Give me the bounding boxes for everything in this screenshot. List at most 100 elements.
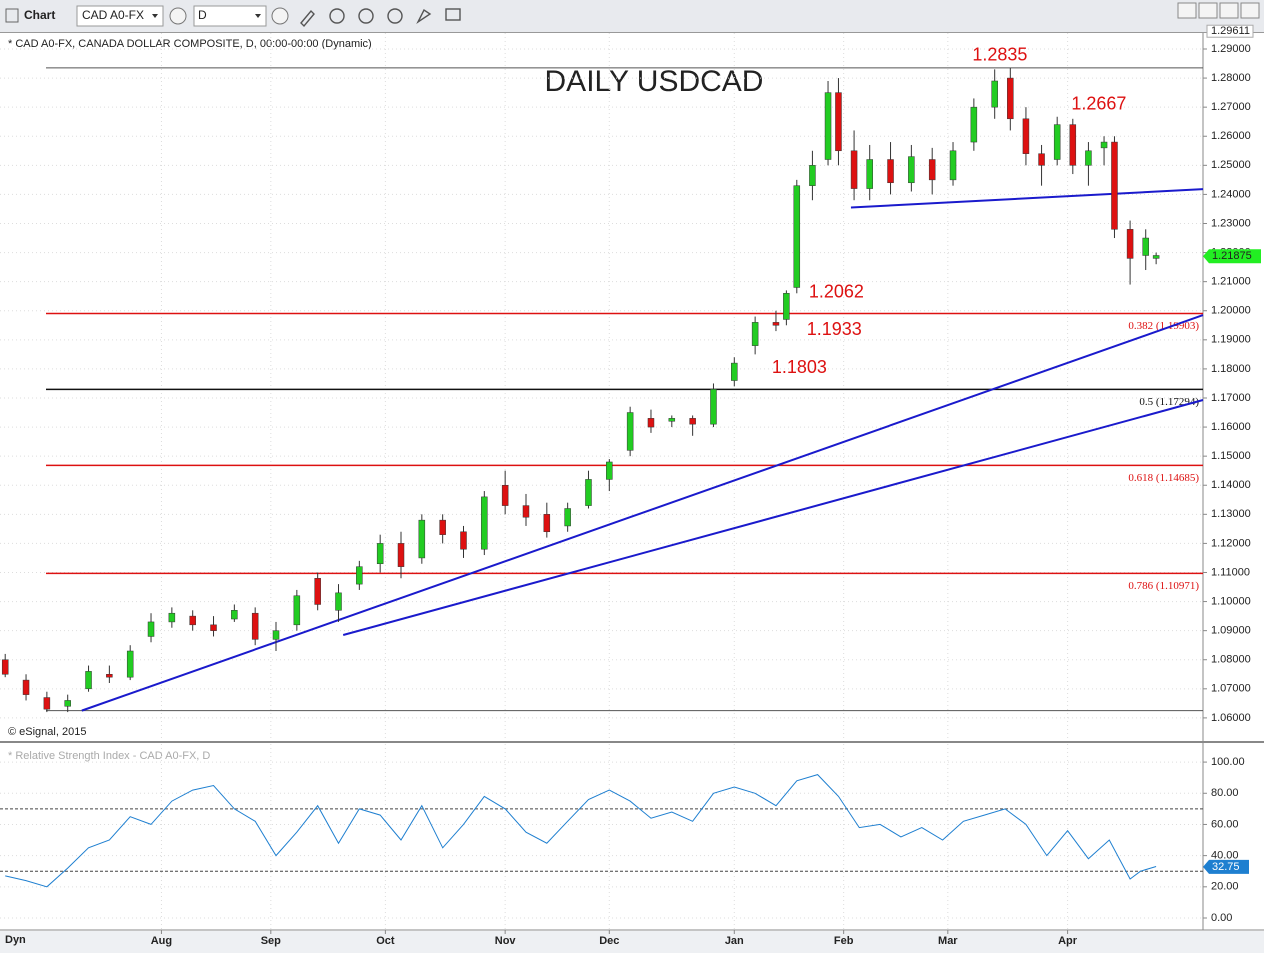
y-tick-label: 1.19000 — [1211, 334, 1251, 346]
candle-body — [272, 630, 280, 640]
note-button[interactable] — [445, 8, 461, 21]
level-label: 0.786 (1.10971) — [1128, 580, 1199, 592]
tool-button[interactable] — [416, 8, 432, 25]
x-tick-label: Sep — [261, 935, 281, 947]
dropdown-arrow[interactable] — [152, 14, 158, 18]
candle-body — [564, 508, 571, 527]
y-tick-label: 1.14000 — [1211, 479, 1251, 491]
interval-box[interactable] — [193, 5, 267, 27]
candle-body — [585, 479, 592, 506]
y-tick-label: 1.26000 — [1211, 130, 1251, 142]
candle-body — [606, 461, 613, 480]
level-label: 0.5 (1.17294) — [1139, 396, 1199, 408]
candle-body — [439, 519, 446, 535]
tool-button[interactable] — [387, 8, 403, 24]
y-tick-label: 1.29000 — [1211, 43, 1251, 55]
candle-body — [626, 412, 634, 451]
settings-button[interactable] — [169, 7, 187, 25]
candle-body — [189, 615, 196, 626]
y-tick-label: 1.27000 — [1211, 101, 1251, 113]
level-label: 0.618 (1.14685) — [1128, 472, 1199, 484]
x-tick-label: Apr — [1058, 935, 1078, 947]
candle-body — [710, 389, 717, 425]
x-tick-label: Dec — [599, 935, 619, 947]
candle-body — [106, 674, 113, 678]
y-tick-label: 1.16000 — [1211, 421, 1251, 433]
candle-body — [1085, 150, 1092, 166]
y-tick-label: 20.00 — [1211, 881, 1239, 893]
candle-body — [1142, 237, 1149, 256]
candle-body — [1126, 229, 1134, 259]
toolbar — [0, 0, 1264, 32]
last-value-marker — [1203, 859, 1249, 874]
candle-body — [231, 610, 238, 620]
x-tick-label: Nov — [495, 935, 517, 947]
y-tick-label: 1.10000 — [1211, 595, 1251, 607]
y-tick-label: 80.00 — [1211, 787, 1239, 799]
x-tick-label: Feb — [834, 935, 854, 947]
chart-subtitle: * CAD A0-FX, CANADA DOLLAR COMPOSITE, D,… — [8, 38, 372, 50]
y-tick-label: 0.00 — [1211, 912, 1232, 924]
symbol[interactable]: CAD A0-FX — [82, 8, 144, 22]
close-button[interactable] — [1240, 2, 1260, 19]
candle-body — [928, 159, 936, 181]
minimize-button[interactable] — [1177, 2, 1197, 19]
y-tick-label: 1.18000 — [1211, 363, 1251, 375]
y-tick-label: 1.15000 — [1211, 450, 1251, 462]
y-tick-label: 1.21000 — [1211, 276, 1251, 288]
price-annotation: 1.1933 — [807, 319, 862, 339]
rsi-line — [5, 774, 1157, 888]
y-tick-label: 1.28000 — [1211, 72, 1251, 84]
y-tick-label: 1.09000 — [1211, 625, 1251, 637]
credit: © eSignal, 2015 — [8, 726, 86, 738]
y-tick-label: 1.23000 — [1211, 217, 1251, 229]
draw-tool[interactable] — [300, 9, 315, 28]
trendline — [81, 314, 1204, 712]
candle-body — [1100, 141, 1108, 149]
candle-body — [1152, 255, 1160, 259]
candle-body — [793, 185, 801, 288]
last-price-label: 1.21875 — [1212, 250, 1252, 262]
separator — [0, 32, 1264, 33]
candle-body — [772, 322, 780, 326]
restore-button[interactable] — [1198, 2, 1218, 19]
trendline — [850, 188, 1204, 209]
candle-body — [1022, 118, 1030, 154]
y-tick-label: 60.00 — [1211, 818, 1239, 830]
play-button[interactable] — [358, 8, 374, 24]
candle-body — [335, 592, 342, 611]
axis-high-label: 1.29611 — [1211, 25, 1250, 37]
level-label: 0.382 (1.19903) — [1128, 320, 1199, 332]
x-tick-label: Aug — [151, 935, 172, 947]
x-tick-label: Oct — [376, 935, 395, 947]
y-tick-label: 1.24000 — [1211, 188, 1251, 200]
candle-body — [809, 165, 816, 186]
candle-body — [147, 621, 155, 637]
price-annotation: 1.2835 — [972, 45, 1027, 65]
candle-body — [1038, 153, 1045, 166]
y-tick-label: 1.12000 — [1211, 537, 1251, 549]
y-tick-label: 100.00 — [1211, 756, 1245, 768]
maximize-button[interactable] — [1219, 2, 1239, 19]
tool-button[interactable] — [329, 8, 345, 24]
x-tick-label: Mar — [938, 935, 958, 947]
symbol-box[interactable] — [76, 5, 164, 27]
clock-button[interactable] — [271, 7, 289, 25]
dropdown-arrow[interactable] — [255, 14, 261, 18]
candle-body — [251, 612, 259, 640]
candle-body — [293, 595, 301, 626]
window-title: Chart — [24, 8, 55, 22]
candle-body — [887, 159, 894, 184]
candle-body — [314, 578, 321, 605]
candle-body — [1111, 141, 1118, 230]
candle-body — [866, 159, 873, 189]
time-axis — [0, 931, 1264, 953]
candle-body — [668, 418, 676, 422]
candle-body — [522, 505, 530, 518]
trendline — [342, 399, 1204, 636]
dynamic-mode[interactable]: Dyn — [5, 934, 26, 946]
rsi-title: * Relative Strength Index - CAD A0-FX, D — [8, 750, 210, 762]
interval[interactable]: D — [198, 8, 207, 22]
chart-title: DAILY USDCAD — [545, 65, 764, 98]
